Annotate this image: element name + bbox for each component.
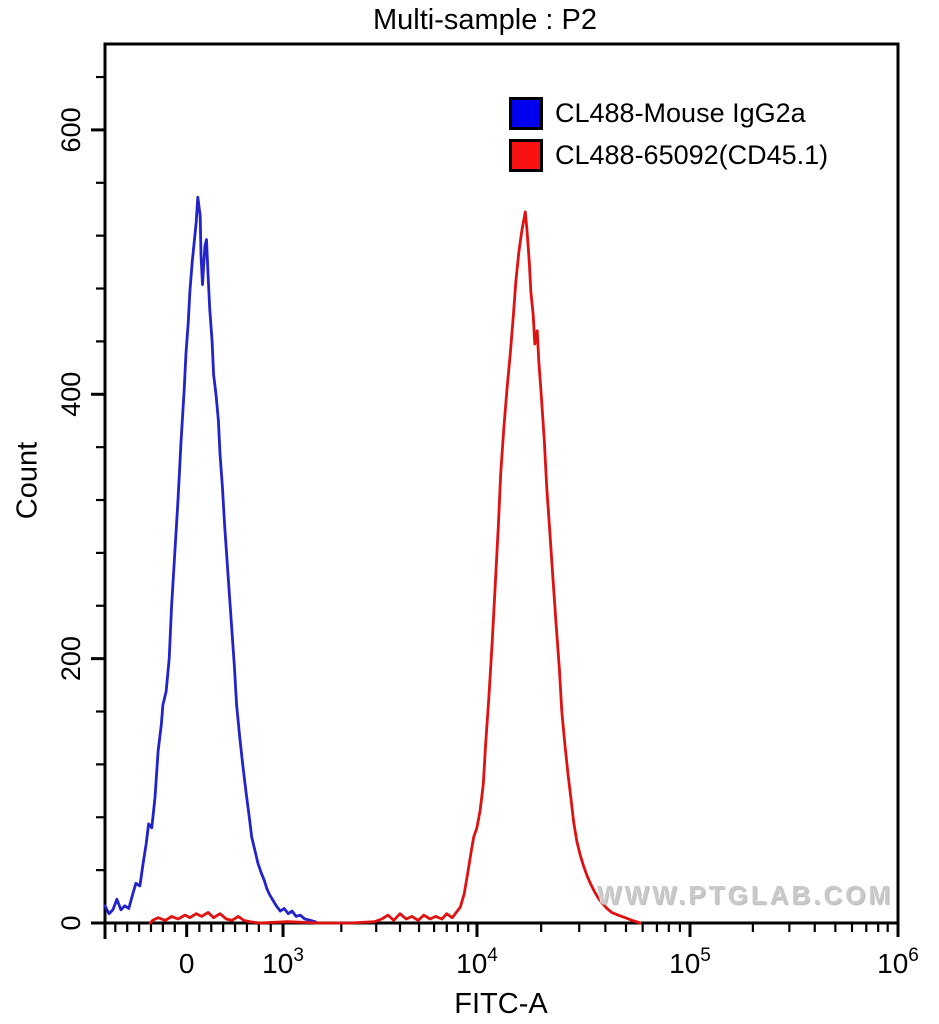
svg-text:200: 200 bbox=[56, 636, 86, 681]
chart-title: Multi-sample : P2 bbox=[372, 4, 598, 36]
x-axis-label: FITC-A bbox=[454, 988, 548, 1020]
svg-text:600: 600 bbox=[56, 107, 86, 152]
watermark: WWW.PTGLAB.COM bbox=[597, 880, 894, 910]
svg-text:104: 104 bbox=[456, 945, 498, 979]
svg-text:0: 0 bbox=[179, 948, 195, 979]
legend-label-igg2a: CL488-Mouse IgG2a bbox=[555, 98, 806, 128]
y-axis-label: Count bbox=[11, 441, 44, 520]
legend-swatch-red-icon bbox=[509, 139, 543, 172]
legend-item-igg2a: CL488-Mouse IgG2a bbox=[509, 97, 828, 130]
legend-label-cd45: CL488-65092(CD45.1) bbox=[555, 140, 829, 170]
legend-item-cd45: CL488-65092(CD45.1) bbox=[509, 139, 828, 172]
svg-text:0: 0 bbox=[56, 915, 86, 930]
legend: CL488-Mouse IgG2a CL488-65092(CD45.1) bbox=[509, 97, 828, 181]
svg-text:103: 103 bbox=[262, 945, 304, 979]
legend-swatch-blue-icon bbox=[509, 97, 543, 130]
svg-text:400: 400 bbox=[56, 372, 86, 417]
svg-text:106: 106 bbox=[877, 945, 919, 979]
svg-text:105: 105 bbox=[669, 945, 711, 979]
